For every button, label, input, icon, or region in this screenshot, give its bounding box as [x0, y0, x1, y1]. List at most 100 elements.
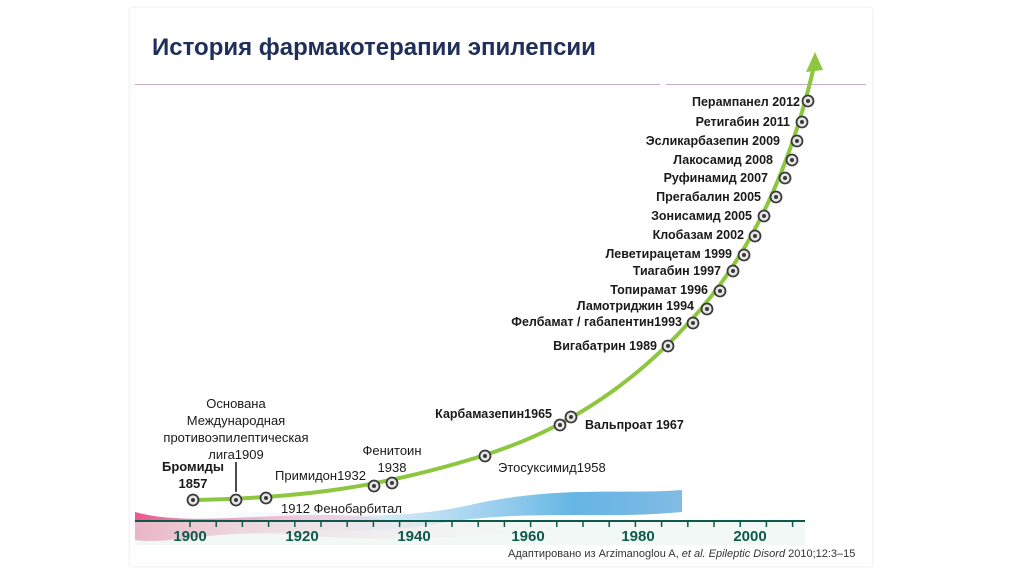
event-item: Лакосамид 2008 [673, 153, 799, 167]
event-marker-dot [483, 454, 487, 458]
event-markers: Бромиды 1857 Основана Международная противоэ… [162, 94, 815, 516]
event-label-line: Леветирацетам 1999 [606, 247, 733, 261]
axis-tick-label: 1940 [397, 528, 430, 545]
event-label-line: Руфинамид 2007 [664, 171, 768, 185]
event-item: Карбамазепин1965 [435, 407, 567, 432]
event-label-line: 1912 Фенобарбитал [281, 501, 402, 516]
event-item: Руфинамид 2007 [664, 171, 792, 185]
event-item: Фелбамат / габапентин1993 [511, 315, 700, 330]
event-label-line: Карбамазепин1965 [435, 407, 552, 421]
event-label-line: лига1909 [208, 447, 263, 462]
event-label-line: противоэпилептическая [163, 430, 308, 445]
event-marker-dot [372, 484, 376, 488]
source-citation: Адаптировано из Arzimanoglou A, et al. E… [508, 548, 855, 560]
axis-tick-label: 2000 [733, 528, 766, 545]
event-marker-dot [569, 415, 573, 419]
event-label-line: Топирамат 1996 [610, 283, 708, 297]
event-item: Вальпроат 1967 [564, 410, 684, 432]
event-label: Вальпроат 1967 [585, 418, 684, 432]
event-item: Ретигабин 2011 [696, 115, 809, 129]
event-item: Бромиды 1857 [162, 459, 224, 507]
event-label-line: Бромиды [162, 459, 224, 474]
event-marker-dot [762, 214, 766, 218]
event-label-line: Примидон1932 [275, 468, 366, 483]
event-item: Этосуксимид1958 [478, 449, 606, 475]
event-marker-dot [191, 498, 195, 502]
axis-band [135, 521, 805, 545]
axis-tick-label: 1980 [621, 528, 654, 545]
event-label: Перампанел 2012 [692, 95, 800, 109]
event-item: 1912 Фенобарбитал [259, 491, 402, 516]
event-label-line: Вигабатрин 1989 [553, 339, 657, 353]
arrow-head-icon [806, 52, 823, 72]
event-label: Леветирацетам 1999 [606, 247, 733, 261]
event-marker-dot [790, 158, 794, 162]
event-label: Прегабалин 2005 [656, 190, 761, 204]
event-label-line: 1857 [179, 476, 208, 491]
event-label-line: Международная [187, 413, 285, 428]
event-label: Лакосамид 2008 [673, 153, 773, 167]
axis-tick-label: 1920 [285, 528, 318, 545]
event-marker-dot [718, 289, 722, 293]
event-item: Примидон1932 [275, 468, 381, 493]
event-marker-dot [558, 423, 562, 427]
slide-title: История фармакотерапии эпилепсии [152, 34, 596, 61]
event-item: Клобазам 2002 [653, 228, 762, 243]
event-label: Этосуксимид1958 [498, 460, 606, 475]
event-item: Ламотриджин 1994 [577, 299, 714, 316]
event-item: Фенитоин 1938 [362, 443, 422, 490]
event-label-line: 1938 [378, 460, 407, 475]
event-label-line: Фенитоин [362, 443, 421, 458]
event-label: Зонисамид 2005 [651, 209, 752, 223]
event-label-line: Лакосамид 2008 [673, 153, 773, 167]
event-marker-dot [774, 195, 778, 199]
event-item: Основана Международная противоэпилептическ… [163, 396, 309, 507]
event-marker-dot [234, 498, 238, 502]
event-marker-dot [705, 307, 709, 311]
event-label: Основана Международная противоэпилептическ… [163, 396, 308, 462]
title-divider [135, 84, 660, 85]
event-label-line: Вальпроат 1967 [585, 418, 684, 432]
event-label: Ламотриджин 1994 [577, 299, 694, 313]
event-label-line: Этосуксимид1958 [498, 460, 606, 475]
event-label-line: Перампанел 2012 [692, 95, 800, 109]
event-label-line: Зонисамид 2005 [651, 209, 752, 223]
event-item: Перампанел 2012 [692, 94, 815, 109]
event-label-line: Ретигабин 2011 [696, 115, 790, 129]
event-marker-dot [742, 253, 746, 257]
event-label-line: Клобазам 2002 [653, 228, 744, 242]
event-label: Бромиды 1857 [162, 459, 224, 491]
event-item: Тиагабин 1997 [633, 264, 740, 278]
source-prefix: Адаптировано из Arzimanoglou A, [508, 548, 682, 560]
event-marker-dot [731, 269, 735, 273]
event-label-line: Ламотриджин 1994 [577, 299, 694, 313]
event-label-line: Эсликарбазепин 2009 [646, 134, 780, 148]
axis-tick-label: 1960 [511, 528, 544, 545]
event-item: Топирамат 1996 [610, 283, 727, 298]
event-label: Тиагабин 1997 [633, 264, 721, 278]
slide-background [130, 8, 872, 566]
event-marker-dot [666, 344, 670, 348]
time-axis: 1900 1920 1940 1960 1980 2000 [135, 520, 805, 545]
event-marker-dot [800, 120, 804, 124]
event-item: Вигабатрин 1989 [553, 339, 675, 353]
event-label: Руфинамид 2007 [664, 171, 768, 185]
event-marker-dot [753, 234, 757, 238]
event-item: Зонисамид 2005 [651, 209, 771, 223]
event-item: Эсликарбазепин 2009 [646, 134, 804, 148]
event-label: Эсликарбазепин 2009 [646, 134, 780, 148]
event-label: Ретигабин 2011 [696, 115, 790, 129]
event-label-line: Прегабалин 2005 [656, 190, 761, 204]
event-label-line: Основана [206, 396, 266, 411]
source-journal: et al. Epileptic Disord [681, 548, 786, 560]
event-item: Леветирацетам 1999 [606, 247, 751, 262]
event-label: Топирамат 1996 [610, 283, 708, 297]
event-marker-dot [264, 496, 268, 500]
event-label: Примидон1932 [275, 468, 366, 483]
event-label: Вигабатрин 1989 [553, 339, 657, 353]
event-marker-dot [795, 139, 799, 143]
event-item: Прегабалин 2005 [656, 190, 783, 204]
event-label: Клобазам 2002 [653, 228, 744, 242]
event-label-line: Тиагабин 1997 [633, 264, 721, 278]
